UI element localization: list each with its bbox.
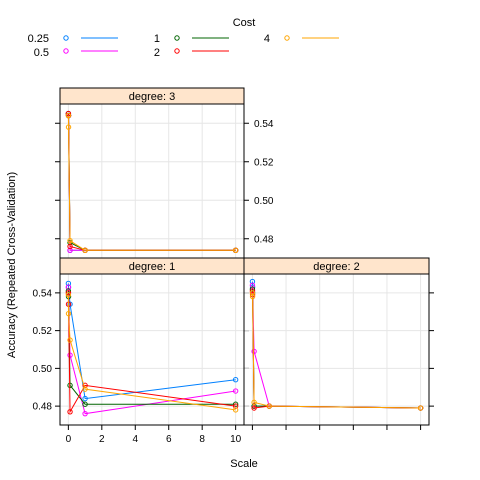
data-point xyxy=(249,290,256,296)
data-point xyxy=(67,237,73,244)
legend-item: 0.5 xyxy=(34,47,118,59)
data-point xyxy=(65,280,72,287)
data-point xyxy=(251,348,257,355)
data-point xyxy=(67,243,73,250)
legend-marker xyxy=(63,35,69,41)
y-axis-label: Accuracy (Repeated Cross-Validation) xyxy=(6,172,18,358)
legend-label: 1 xyxy=(154,33,160,45)
data-point xyxy=(232,388,239,394)
y-tick-label: 0.48 xyxy=(254,234,274,245)
data-point xyxy=(65,310,72,317)
y-tick-label: 0.50 xyxy=(254,196,274,207)
data-point xyxy=(67,337,73,343)
data-point xyxy=(82,247,88,254)
data-point xyxy=(251,399,257,406)
legend-title: Cost xyxy=(233,17,256,29)
panel-strip-label: degree: 3 xyxy=(129,91,175,103)
legend-label: 0.5 xyxy=(34,47,49,59)
data-point xyxy=(232,377,239,383)
legend-item: 1 xyxy=(154,33,229,45)
panel: degree: 1 0.48 0.50 0.52 0.54 0 2 4 6 8 10 xyxy=(33,257,249,445)
series-line xyxy=(67,115,236,251)
x-axis-label: Scale xyxy=(230,458,258,470)
series-line xyxy=(251,292,421,409)
y-tick-label: 0.52 xyxy=(254,157,274,168)
panel: degree: 3 0.48 0.50 0.52 0.54 xyxy=(55,87,274,259)
data-point xyxy=(232,247,239,254)
series-line xyxy=(67,113,236,251)
y-tick-label: 0.48 xyxy=(33,402,53,413)
series-line xyxy=(67,294,236,411)
data-point xyxy=(67,409,73,415)
data-point xyxy=(65,124,72,130)
y-tick-label: 0.54 xyxy=(33,288,53,299)
data-point xyxy=(249,278,256,285)
panel-frame xyxy=(59,103,245,259)
legend-item: 2 xyxy=(154,47,229,59)
data-point xyxy=(82,401,88,407)
x-tick-label: 0 xyxy=(66,434,72,445)
series-line xyxy=(251,285,421,409)
data-point xyxy=(266,403,272,409)
panel: degree: 2 xyxy=(243,257,434,430)
x-tick-label: 2 xyxy=(99,434,105,445)
series-line xyxy=(67,290,236,405)
legend-label: 2 xyxy=(154,47,160,59)
data-point xyxy=(232,407,239,413)
legend-marker xyxy=(63,48,69,54)
data-point xyxy=(249,282,256,289)
series-line xyxy=(251,281,421,409)
panel-strip-label: degree: 1 xyxy=(129,261,175,273)
data-point xyxy=(249,293,256,300)
legend: Cost 0.25 0.5 1 2 4 xyxy=(28,17,339,59)
data-point xyxy=(65,112,72,119)
series-line xyxy=(251,289,421,409)
y-tick-label: 0.54 xyxy=(254,119,274,130)
legend-marker xyxy=(284,35,290,41)
data-point xyxy=(232,403,239,409)
panel-frame xyxy=(243,273,430,426)
data-point xyxy=(251,405,257,411)
x-tick-label: 10 xyxy=(230,434,242,445)
series-line xyxy=(67,113,236,251)
x-tick-label: 6 xyxy=(166,434,172,445)
series-line xyxy=(67,292,236,414)
legend-item: 0.25 xyxy=(28,33,118,45)
data-point xyxy=(232,401,239,407)
data-point xyxy=(82,410,88,417)
series-line xyxy=(251,290,421,409)
series-line xyxy=(67,283,236,400)
data-point xyxy=(65,284,72,290)
panel-frame xyxy=(59,273,245,426)
series-line xyxy=(67,113,236,251)
data-point xyxy=(82,395,88,402)
data-point xyxy=(67,247,73,254)
legend-label: 4 xyxy=(264,33,270,45)
data-point xyxy=(82,386,88,392)
data-point xyxy=(65,292,72,298)
series-line xyxy=(67,113,236,251)
x-tick-label: 4 xyxy=(132,434,138,445)
x-tick-label: 8 xyxy=(199,434,205,445)
y-tick-label: 0.50 xyxy=(33,364,53,375)
data-point xyxy=(417,405,424,411)
legend-label: 0.25 xyxy=(28,33,49,45)
legend-marker xyxy=(174,48,180,54)
panel-strip-label: degree: 2 xyxy=(313,261,359,273)
y-tick-label: 0.52 xyxy=(33,326,53,337)
legend-item: 4 xyxy=(264,33,339,45)
legend-marker xyxy=(174,35,180,41)
